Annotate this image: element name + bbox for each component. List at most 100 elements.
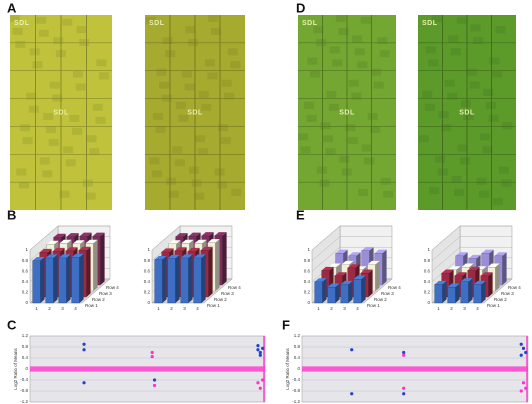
bar-top [53,233,66,238]
data-point [82,342,86,346]
array-texture [197,148,208,156]
array-texture [99,72,110,80]
y-tick-label: 1 [427,247,430,252]
panel-label: D [296,0,305,15]
array-texture [444,79,455,87]
array-texture [92,103,103,111]
bar-side [93,239,98,291]
bar-top [347,264,360,268]
row-label: Row 2 [214,297,227,302]
array-label: SDL [149,20,165,27]
bar-side [382,249,387,285]
array-texture [326,90,337,98]
array-texture [38,29,49,37]
array-texture [220,137,231,145]
array-texture [161,94,172,102]
bar-side [79,253,84,303]
array-texture [198,90,209,98]
bar-side [442,280,447,303]
array-texture [73,70,83,78]
bar [58,257,67,304]
y-tick-label: 0 [427,300,430,305]
row-label: Row 4 [388,285,401,290]
array-texture [431,15,442,22]
row-label: Row 3 [501,291,514,296]
bar-side [481,280,486,303]
data-point [350,392,354,396]
array-label: SDL [53,109,69,116]
array-texture [352,35,363,43]
bar-top [58,254,71,258]
panel-label: A [7,0,17,15]
array-texture [489,57,500,65]
x-tick-label: 4 [356,306,359,311]
array-texture [32,61,43,69]
y-tick-label: 0.4 [22,279,29,284]
data-point [402,386,406,390]
bar [45,257,54,304]
data-point [152,378,157,382]
array-texture [29,48,40,56]
bar-top [460,278,473,282]
bar [154,259,163,304]
bar-top [461,263,474,268]
array-texture [457,144,468,152]
data-point [521,346,526,350]
array-texture [49,81,60,89]
bar-top [161,248,174,252]
array-texture [435,155,446,163]
row-label: Row 1 [207,303,220,308]
y-tick-label: 0.4 [304,279,311,284]
array-texture [316,39,327,47]
array-texture [85,192,96,200]
array-label: SDL [187,109,203,116]
array-texture [149,157,160,165]
bar-top [340,280,353,285]
array-texture [230,61,241,69]
data-point [350,348,354,352]
bar-top [71,253,84,258]
array-texture [438,111,449,119]
bar-top [65,247,78,251]
array-texture [16,168,27,176]
array-texture [482,146,493,154]
array-texture [428,59,439,67]
y-tick-label: 0.4 [144,279,151,284]
x-tick-label: 1 [317,306,320,311]
array-texture [224,92,235,100]
array-texture [360,16,371,24]
row-label: Row 3 [221,291,234,296]
array-texture [380,177,391,185]
y-tick-label: 0.8 [22,258,29,263]
array-texture [86,135,97,143]
data-point [519,389,523,393]
data-point [256,348,260,352]
bar-top [367,260,380,265]
y-tick-label: 1 [25,247,28,252]
grid-line [431,236,512,261]
array-texture [351,92,362,100]
array-texture [418,135,429,143]
y-tick-label: 0.2 [144,290,151,295]
y-tick-label: 1 [307,247,310,252]
bar [193,257,202,304]
array-texture [347,137,358,145]
y-tick-label: -0.8 [20,388,28,393]
data-point [82,381,86,385]
y-tick-label: 0.8 [304,258,311,263]
array-texture [227,48,238,56]
array-texture [476,177,487,185]
array-texture [96,59,107,67]
array-texture [463,113,474,121]
y-tick-label: -0.8 [292,388,300,393]
bar-top [361,246,374,251]
bar-side [488,272,493,297]
array-texture [361,144,372,152]
array-texture [373,81,384,89]
array-texture [162,37,173,45]
y-tick-label: 1.2 [22,333,29,338]
array-texture [338,27,349,35]
y-tick-label: 0 [25,300,28,305]
array-texture [152,113,163,121]
